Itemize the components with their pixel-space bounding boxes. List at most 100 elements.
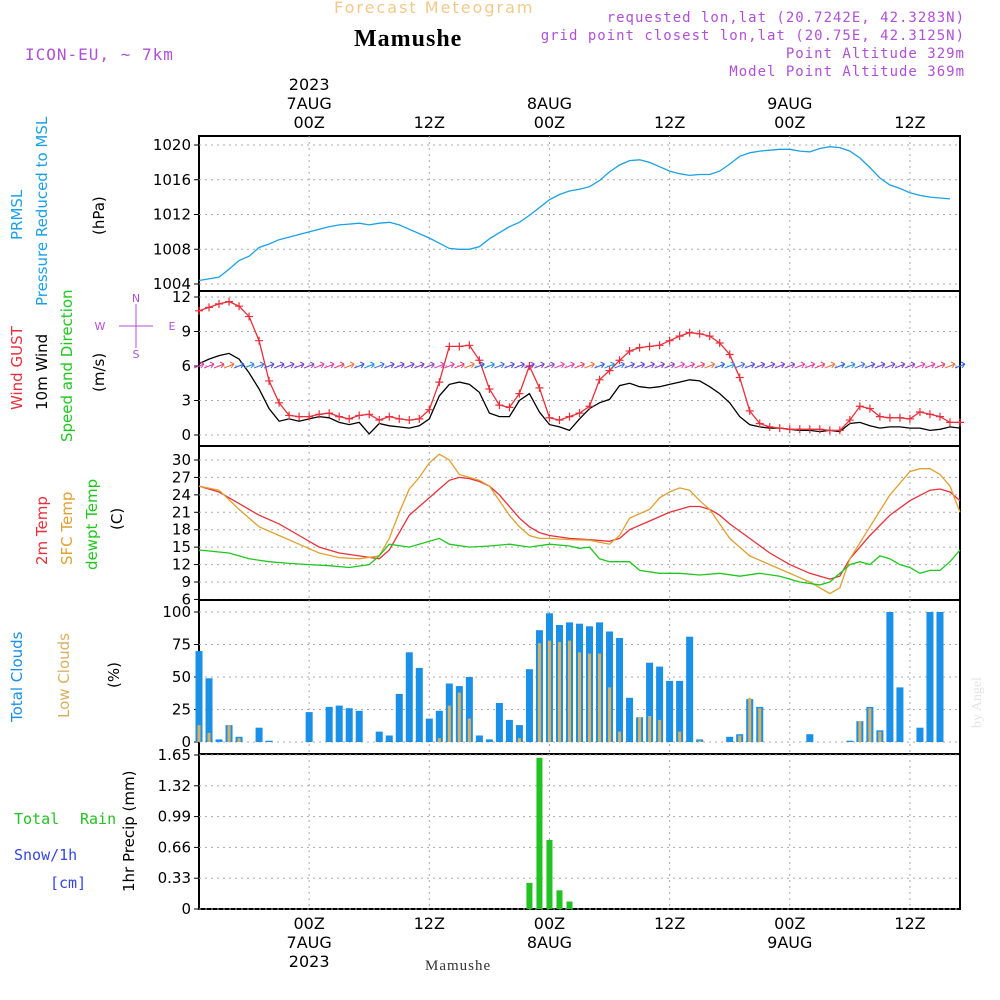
total-cloud-bar: [896, 687, 904, 742]
wind-arrow: [944, 361, 956, 369]
gust-marker: [535, 383, 544, 392]
ytick-label: 0.66: [158, 838, 191, 856]
temp2m-line: [198, 476, 961, 580]
time-label-bottom: 00Z: [774, 914, 805, 933]
total-cloud-bar: [606, 631, 614, 742]
wind-arrow: [213, 361, 225, 369]
wind-arrow: [764, 361, 776, 369]
gust-marker: [745, 406, 754, 415]
gust-marker: [905, 414, 914, 423]
low-cloud-bar: [437, 738, 441, 742]
gust-marker: [305, 412, 314, 421]
total-cloud-bar: [465, 677, 473, 742]
time-label-top: 8AUG: [527, 94, 572, 113]
total-cloud-bar: [305, 712, 313, 742]
ytick-label: 12: [172, 556, 191, 574]
wind-arrow: [604, 361, 615, 369]
gust-marker: [625, 347, 634, 356]
wind-arrow: [364, 361, 375, 369]
wind-arrow: [464, 361, 475, 369]
low-cloud-bar: [207, 732, 211, 742]
gust-marker: [355, 411, 364, 420]
pressure-label-desc: Pressure Reduced to MSL: [33, 116, 51, 306]
model-altitude: Model Point Altitude 369m: [729, 64, 965, 80]
ytick-label: 12: [172, 288, 191, 306]
total-cloud-bar: [806, 734, 814, 742]
total-cloud-bar: [525, 669, 533, 742]
total-cloud-bar: [505, 719, 513, 742]
wind-arrow: [724, 361, 736, 369]
total-cloud-bar: [415, 667, 423, 742]
wind-arrow: [854, 361, 866, 369]
gust-marker: [235, 302, 244, 311]
gust-marker: [685, 328, 694, 337]
total-cloud-bar: [886, 612, 894, 742]
wind-arrow: [684, 361, 696, 369]
gust-marker: [635, 343, 644, 352]
wind-arrow: [694, 361, 706, 369]
wind-arrow: [564, 361, 575, 369]
wind-arrow: [193, 361, 205, 369]
wind-arrow: [904, 361, 916, 369]
precip-label-rain: Rain: [80, 810, 117, 828]
gust-marker: [555, 416, 564, 425]
wind-arrow: [594, 361, 605, 369]
ytick-label: 18: [172, 521, 191, 539]
ytick-label: 0: [181, 900, 191, 918]
clouds-unit: (%): [105, 662, 123, 688]
wind-arrow: [414, 361, 425, 369]
low-cloud-bar: [738, 735, 742, 742]
wind-arrow: [584, 361, 595, 369]
time-label-bottom: 7AUG: [287, 933, 332, 952]
gust-marker: [295, 412, 304, 421]
wind-arrow: [804, 361, 816, 369]
wind-arrow: [664, 361, 676, 369]
low-cloud-bar: [457, 692, 461, 742]
gust-marker: [445, 342, 454, 351]
gust-marker: [695, 329, 704, 338]
compass-n-label: N: [132, 292, 140, 305]
total-cloud-bar: [495, 703, 503, 742]
wind-arrow: [844, 361, 856, 369]
wind-arrow: [864, 361, 876, 369]
gust-marker: [325, 409, 334, 418]
panel-frame: [198, 445, 961, 601]
ytick-label: 6: [181, 590, 191, 608]
total-cloud-bar: [395, 693, 403, 742]
rain-bar: [566, 901, 573, 909]
time-label-bottom: 9AUG: [767, 933, 812, 952]
wind-arrow: [344, 361, 355, 369]
ytick-label: 24: [172, 486, 191, 504]
wind-arrow: [744, 361, 756, 369]
wind-arrow: [574, 361, 585, 369]
time-label-top: 9AUG: [767, 94, 812, 113]
panel-frame: [198, 135, 961, 292]
wind-arrow: [754, 361, 766, 369]
wind-arrow: [494, 361, 505, 369]
precip-label-snow: Snow/1h: [14, 846, 78, 864]
wind-arrow: [283, 361, 295, 369]
wind-arrow: [323, 361, 335, 369]
dewpt-line: [198, 537, 961, 586]
time-label-top: 00Z: [774, 113, 805, 132]
rain-bar: [556, 890, 563, 909]
low-cloud-bar: [678, 731, 682, 742]
temp-label-2m: 2m Temp: [33, 496, 51, 565]
time-label-bottom: 2023: [289, 952, 330, 971]
gust-marker: [415, 414, 424, 423]
total-cloud-bar: [666, 680, 674, 742]
total-cloud-bar: [846, 740, 854, 742]
time-label-bottom: 00Z: [293, 914, 324, 933]
gust-marker: [465, 341, 474, 350]
gust-marker: [475, 356, 484, 365]
total-cloud-bar: [926, 612, 934, 742]
wind-arrow: [273, 361, 285, 369]
low-cloud-bar: [547, 640, 551, 742]
wind-arrow: [484, 361, 495, 369]
compass-s-label: S: [133, 348, 140, 361]
wind-arrow: [203, 361, 215, 369]
gust-marker: [605, 366, 614, 375]
time-label-top: 12Z: [654, 113, 685, 132]
total-cloud-bar: [325, 706, 333, 742]
wind-arrow: [374, 361, 385, 369]
